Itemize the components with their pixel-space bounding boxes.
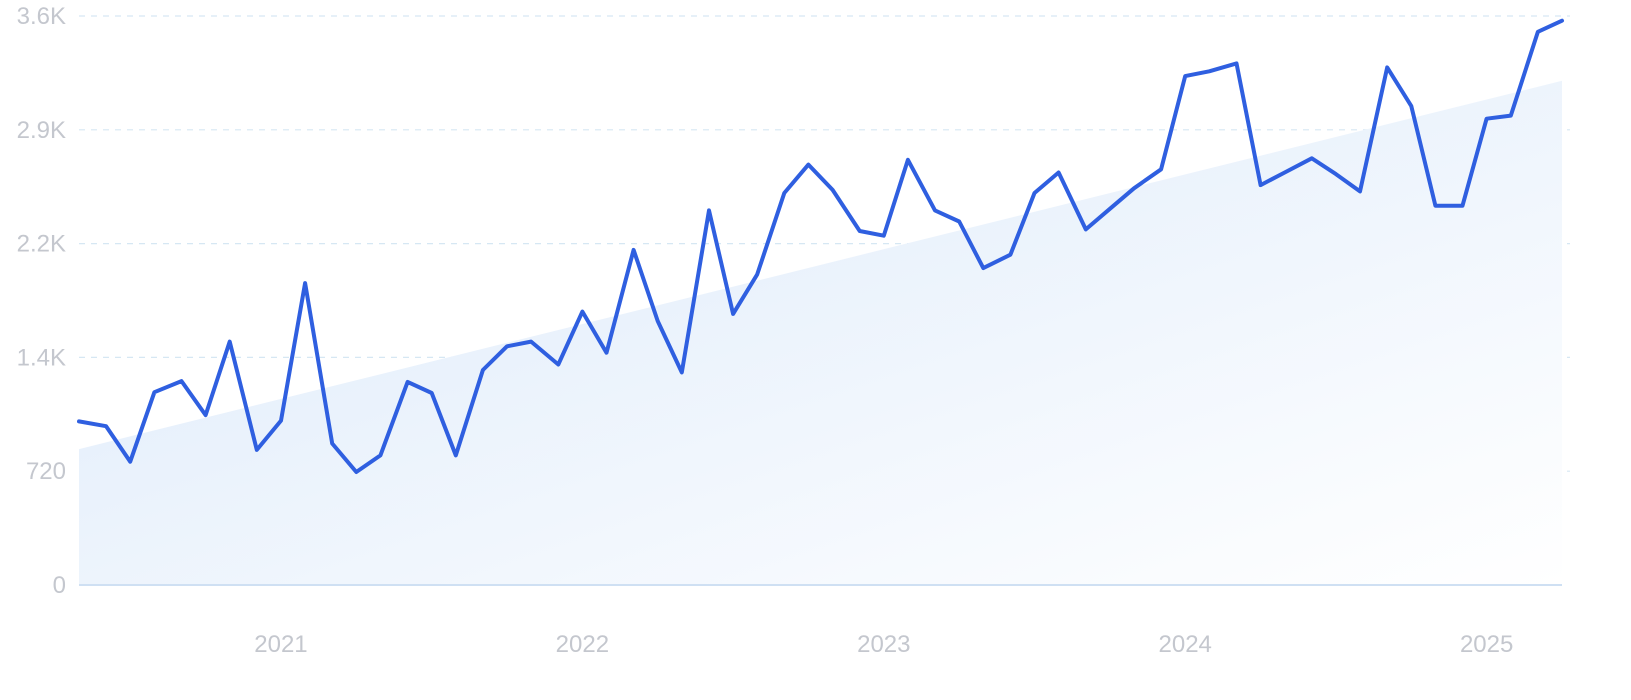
series-point bbox=[707, 208, 711, 212]
series-point bbox=[104, 424, 108, 428]
x-axis-ticks: 2021 2022 2023 2024 2025 bbox=[254, 631, 1513, 658]
series-point bbox=[180, 379, 184, 383]
y-tick-label: 0 bbox=[53, 572, 66, 599]
series-point bbox=[755, 272, 759, 276]
y-axis-ticks: 0 720 1.4K 2.2K 2.9K 3.6K bbox=[17, 3, 66, 599]
series-line bbox=[77, 18, 1564, 474]
series-point bbox=[1409, 104, 1413, 108]
series-point bbox=[204, 413, 208, 417]
series-point bbox=[632, 248, 636, 252]
series-point bbox=[605, 351, 609, 355]
series-point bbox=[1159, 167, 1163, 171]
x-tick-label: 2021 bbox=[254, 631, 307, 658]
y-tick-label: 2.9K bbox=[17, 117, 66, 144]
series-point bbox=[1057, 171, 1061, 175]
series-point bbox=[1033, 191, 1037, 195]
series-point bbox=[1259, 183, 1263, 187]
trend-area bbox=[79, 80, 1562, 585]
x-tick-label: 2023 bbox=[857, 631, 910, 658]
y-tick-label: 2.2K bbox=[17, 231, 66, 258]
series-point bbox=[279, 419, 283, 423]
series-point bbox=[152, 390, 156, 394]
series-point bbox=[731, 312, 735, 316]
series-point bbox=[1485, 117, 1489, 121]
series-point bbox=[128, 460, 132, 464]
series-point bbox=[933, 208, 937, 212]
series-point bbox=[1283, 171, 1287, 175]
y-tick-label: 3.6K bbox=[17, 3, 66, 30]
series-point bbox=[255, 448, 259, 452]
series-point bbox=[454, 453, 458, 457]
series-point bbox=[303, 281, 307, 285]
series-point bbox=[354, 470, 358, 474]
series-point bbox=[1108, 207, 1112, 211]
x-tick-label: 2022 bbox=[556, 631, 609, 658]
x-tick-label: 2024 bbox=[1159, 631, 1212, 658]
series-point bbox=[831, 188, 835, 192]
series-point bbox=[957, 220, 961, 224]
series-point bbox=[481, 368, 485, 372]
series-point bbox=[1008, 253, 1012, 257]
series-point bbox=[378, 453, 382, 457]
series-point bbox=[228, 340, 232, 344]
series-point bbox=[406, 380, 410, 384]
series-point bbox=[1358, 189, 1362, 193]
series-point bbox=[1461, 204, 1465, 208]
series-point bbox=[1235, 61, 1239, 65]
y-tick-label: 720 bbox=[26, 458, 66, 485]
series-point bbox=[330, 442, 334, 446]
series-point bbox=[1385, 65, 1389, 69]
series-point bbox=[580, 310, 584, 314]
series-point bbox=[782, 191, 786, 195]
series-point bbox=[806, 163, 810, 167]
series-point bbox=[1509, 114, 1513, 118]
series-point bbox=[1560, 19, 1564, 23]
series-point bbox=[858, 229, 862, 233]
series-point bbox=[430, 391, 434, 395]
series-point bbox=[882, 234, 886, 238]
y-tick-label: 1.4K bbox=[17, 344, 66, 371]
series-point bbox=[77, 419, 81, 423]
series-point bbox=[1183, 74, 1187, 78]
series-point bbox=[556, 363, 560, 367]
series-point bbox=[1334, 172, 1338, 176]
series-point bbox=[656, 319, 660, 323]
series-point bbox=[680, 370, 684, 374]
series-point bbox=[906, 158, 910, 162]
series-point bbox=[1310, 156, 1314, 160]
series-point bbox=[1433, 204, 1437, 208]
series-point bbox=[1084, 227, 1088, 231]
series-point bbox=[1207, 69, 1211, 73]
x-tick-label: 2025 bbox=[1460, 631, 1513, 658]
series-point bbox=[1132, 186, 1136, 190]
series-point bbox=[529, 340, 533, 344]
series-point bbox=[505, 344, 509, 348]
series-point bbox=[1536, 30, 1540, 34]
series-point bbox=[981, 266, 985, 270]
